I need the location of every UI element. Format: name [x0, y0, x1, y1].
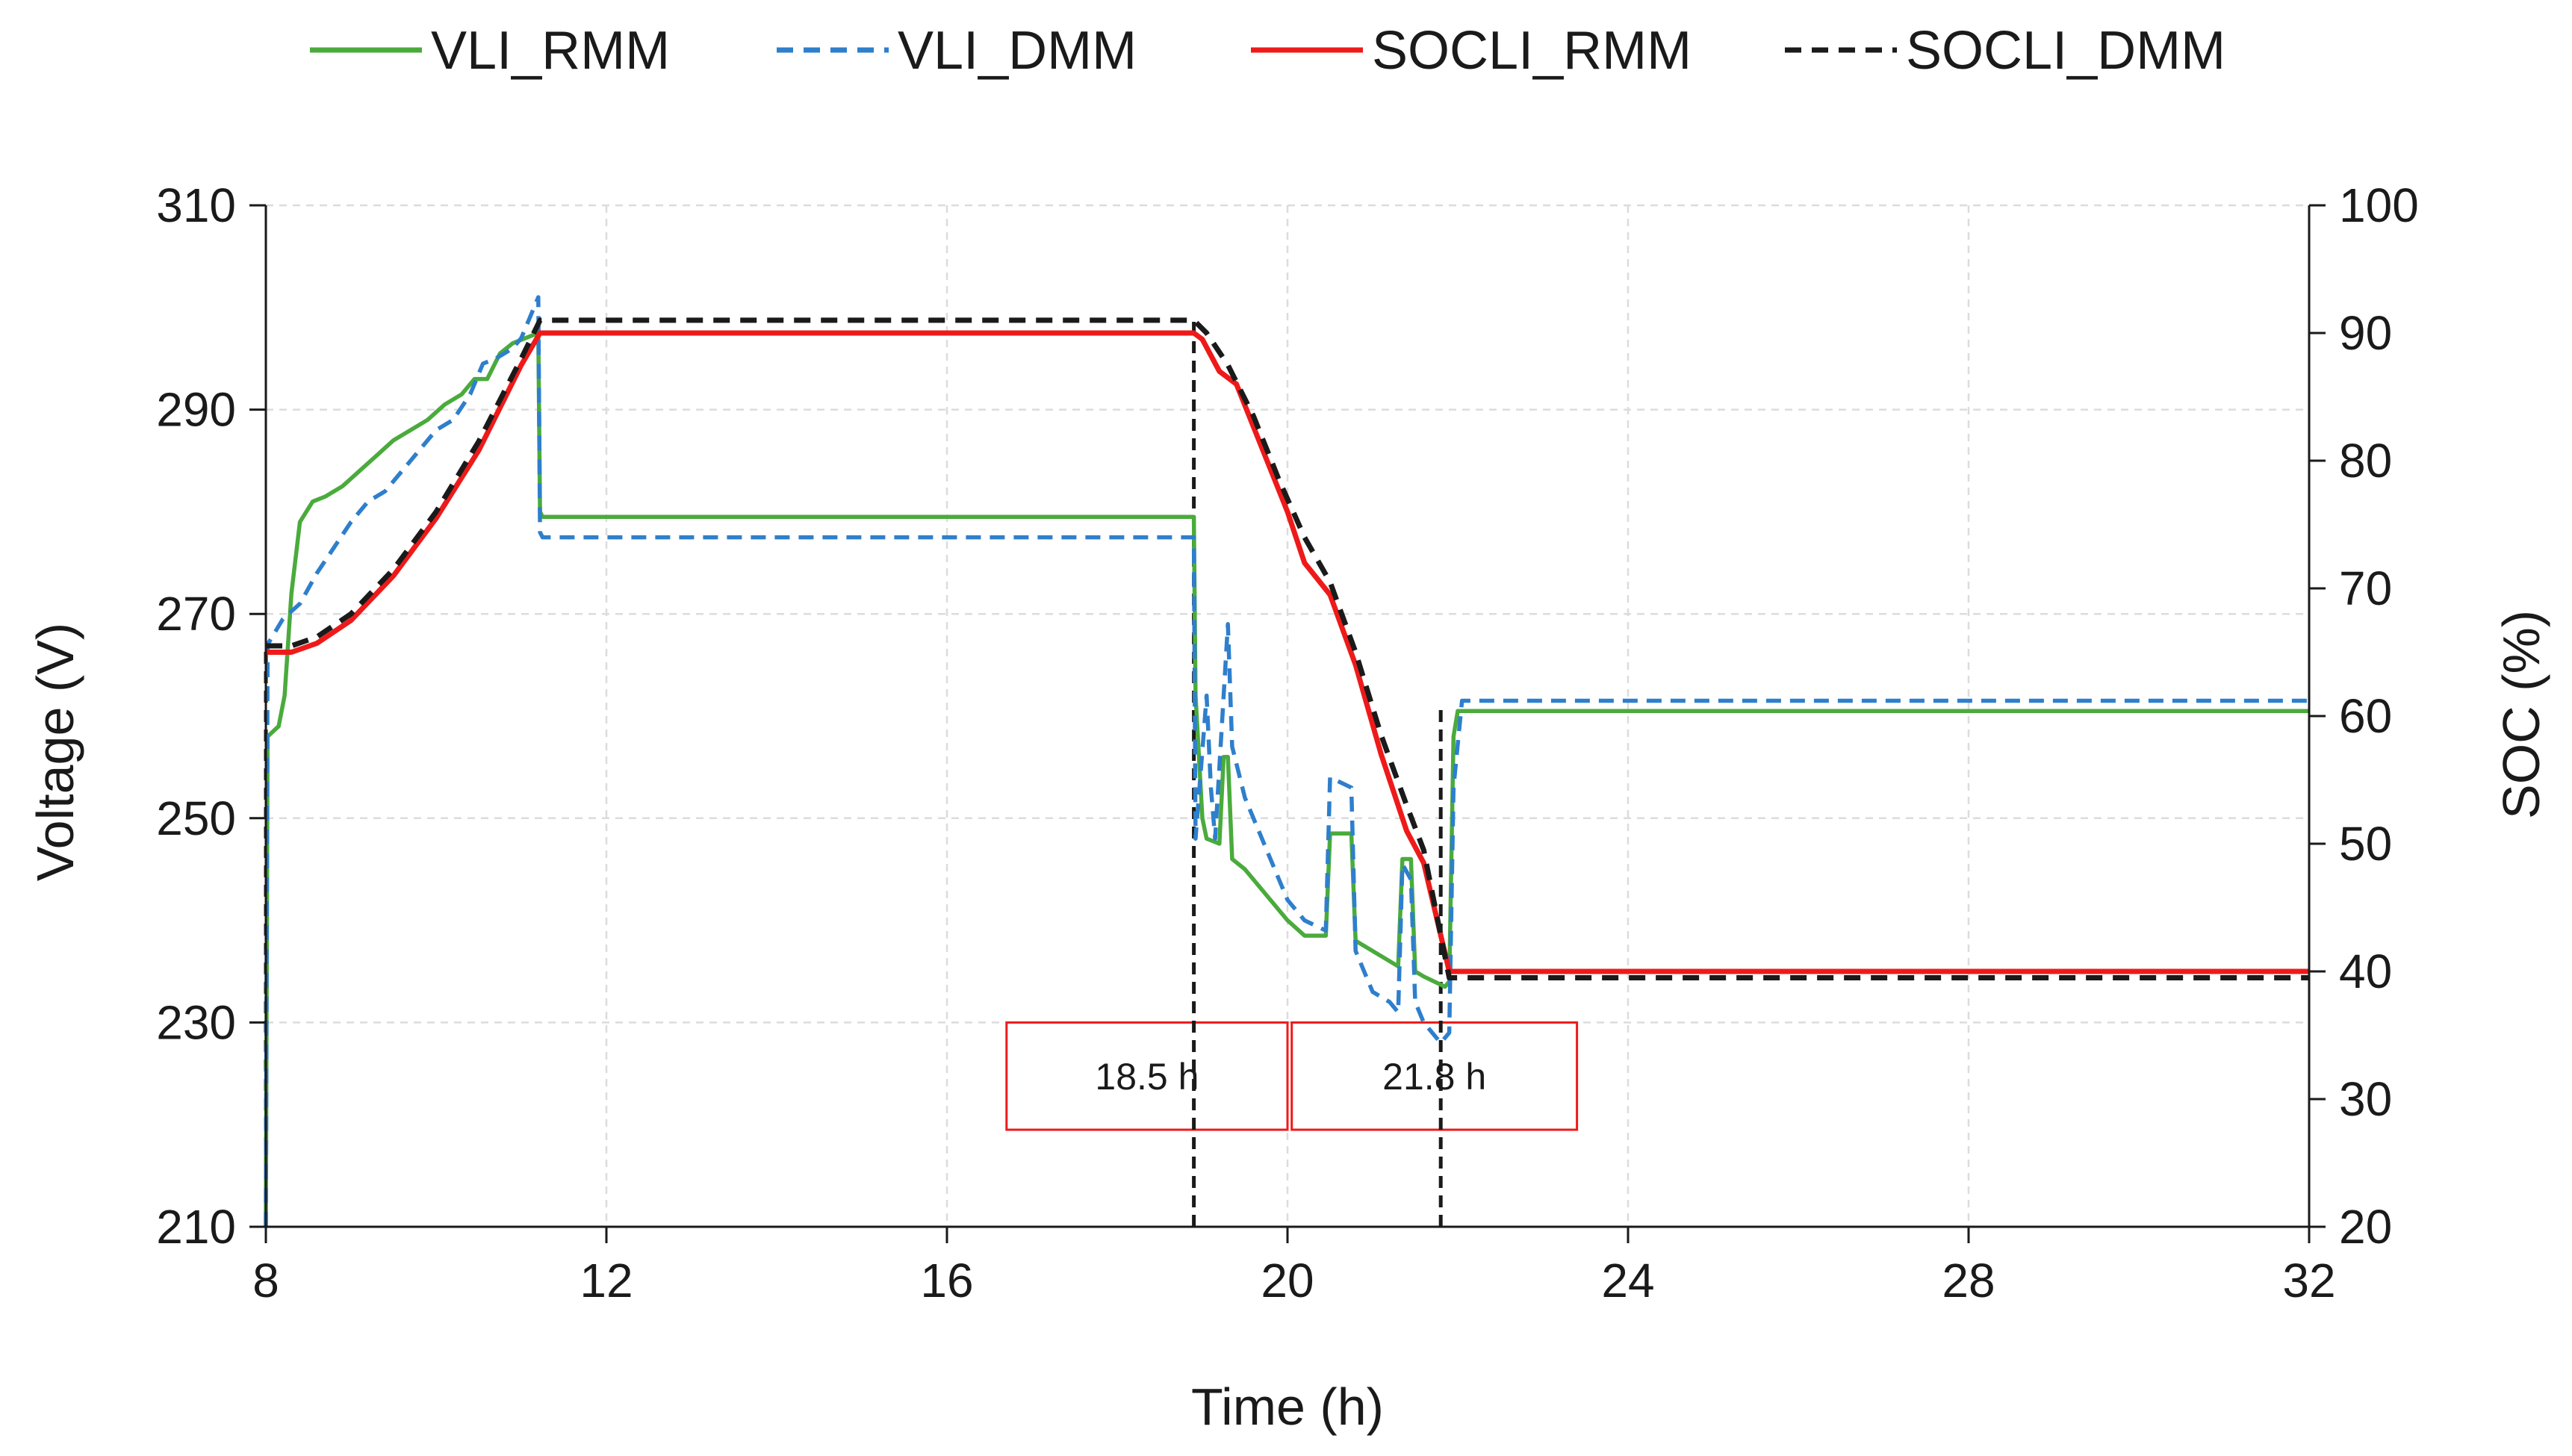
series-line-vli-dmm: [264, 295, 2309, 1228]
y-tick-label: 250: [156, 791, 236, 845]
x-tick-label: 20: [1261, 1254, 1314, 1307]
y2-tick-label: 70: [2339, 561, 2392, 615]
y2-tick-label: 50: [2339, 817, 2392, 871]
x-tick-label: 8: [252, 1254, 279, 1307]
x-tick-label: 32: [2282, 1254, 2335, 1307]
annotation-box: [1005, 1021, 1289, 1131]
annotation-box: [1290, 1021, 1579, 1131]
x-tick-label: 12: [580, 1254, 633, 1307]
annotation-label: 21.8 h: [1382, 1056, 1486, 1098]
legend-label: SOCLI_RMM: [1372, 21, 1692, 81]
y2-tick-label: 60: [2339, 689, 2392, 743]
y-axis-title: Voltage (V): [26, 623, 84, 881]
x-tick-label: 24: [1601, 1254, 1654, 1307]
series-layer: [264, 295, 2309, 1228]
y-tick-label: 230: [156, 995, 236, 1049]
x-axis-title: Time (h): [1191, 1378, 1384, 1436]
y2-tick-label: 100: [2339, 178, 2419, 232]
legend-label: VLI_DMM: [898, 21, 1137, 81]
y-tick-label: 290: [156, 383, 236, 437]
x-tick-label: 16: [920, 1254, 973, 1307]
y2-tick-label: 20: [2339, 1200, 2392, 1254]
y2-tick-label: 40: [2339, 945, 2392, 998]
y-tick-label: 270: [156, 587, 236, 641]
annotations: 18.5 h 21.8 h: [1005, 1021, 1579, 1131]
x-tick-label: 28: [1942, 1254, 1995, 1307]
legend-label: SOCLI_DMM: [1906, 21, 2225, 81]
y2-tick-label: 30: [2339, 1072, 2392, 1126]
legend-label: VLI_RMM: [431, 21, 670, 81]
legend: VLI_RMM VLI_DMM SOCLI_RMM SOCLI_DMM: [310, 21, 2225, 81]
series-line-socli-dmm: [266, 317, 2309, 980]
y2-axis-title: SOC (%): [2492, 610, 2550, 819]
y2-tick-label: 90: [2339, 306, 2392, 360]
tick-labels: 8 12 16 20 24 28 32 210 230 250 270 290 310 20 30 40 50 6…: [156, 178, 2419, 1307]
annotation-label: 18.5 h: [1095, 1056, 1199, 1098]
series-line-socli-rmm: [266, 330, 2309, 974]
y-tick-label: 310: [156, 178, 236, 232]
y-tick-label: 210: [156, 1200, 236, 1254]
axes: [249, 204, 2326, 1243]
y2-tick-label: 80: [2339, 434, 2392, 488]
